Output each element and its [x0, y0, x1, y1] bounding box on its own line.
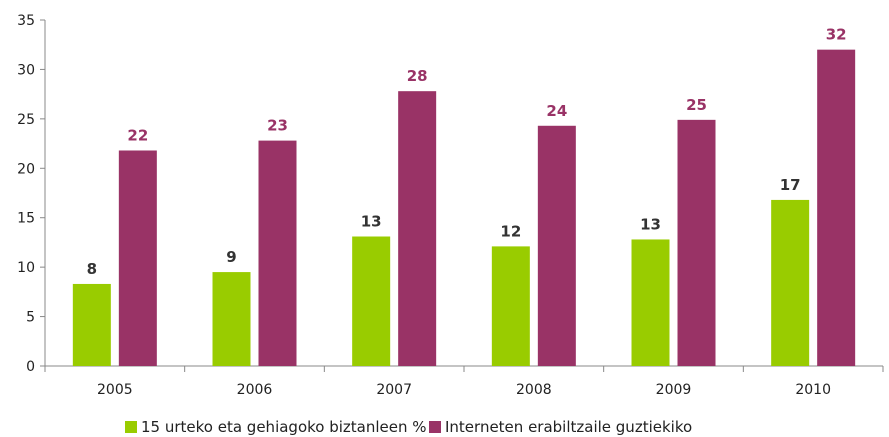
- y-axis: 0 5 10 15 20 25 30 35: [17, 13, 46, 375]
- legend-label-series-1: 15 urteko eta gehiagoko biztanleen %: [141, 418, 427, 436]
- bar-series-1: [631, 239, 670, 366]
- data-labels: 8 22 9 23 13 28 12 24 13 25 17 32: [87, 26, 847, 278]
- bar-series-1: [491, 246, 530, 366]
- data-label-series-1: 12: [500, 222, 521, 240]
- data-label-series-1: 8: [87, 260, 97, 278]
- data-label-series-2: 25: [686, 96, 707, 114]
- bar-series-2: [398, 91, 437, 367]
- x-axis: 2005 2006 2007 2008 2009 2010: [44, 365, 884, 398]
- y-tick-label: 0: [26, 359, 35, 375]
- x-tick-label: 2010: [795, 382, 831, 398]
- y-tick-label: 15: [17, 211, 35, 227]
- y-tick-label: 30: [17, 62, 35, 78]
- y-tick-label: 5: [26, 310, 35, 326]
- legend-label-series-2: Interneten erabiltzaile guztiekiko: [445, 418, 692, 436]
- bar-series-2: [817, 49, 856, 367]
- bars: [72, 49, 856, 367]
- legend: 15 urteko eta gehiagoko biztanleen % Int…: [125, 418, 692, 436]
- y-tick-label: 35: [17, 13, 35, 29]
- data-label-series-2: 22: [127, 126, 148, 144]
- data-label-series-2: 28: [407, 67, 428, 85]
- data-label-series-2: 24: [546, 102, 567, 120]
- bar-series-1: [771, 199, 810, 366]
- y-tick-label: 25: [17, 112, 35, 128]
- bar-series-2: [258, 140, 297, 366]
- data-label-series-1: 13: [361, 212, 382, 230]
- x-tick-label: 2005: [97, 382, 133, 398]
- data-label-series-1: 9: [226, 248, 236, 266]
- data-label-series-1: 13: [640, 215, 661, 233]
- data-label-series-2: 32: [826, 26, 847, 44]
- bar-series-1: [212, 272, 251, 366]
- x-tick-label: 2006: [237, 382, 273, 398]
- data-label-series-1: 17: [780, 176, 801, 194]
- bar-series-2: [537, 125, 576, 366]
- bar-series-2: [677, 119, 716, 367]
- y-tick-label: 20: [17, 161, 35, 177]
- data-label-series-2: 23: [267, 117, 288, 135]
- x-tick-label: 2008: [516, 382, 552, 398]
- bar-series-1: [72, 283, 111, 366]
- legend-swatch-series-2: [429, 421, 441, 433]
- bar-series-1: [352, 236, 391, 366]
- x-tick-label: 2009: [656, 382, 692, 398]
- legend-swatch-series-1: [125, 421, 137, 433]
- bar-series-2: [118, 150, 157, 366]
- x-tick-label: 2007: [376, 382, 412, 398]
- y-tick-label: 10: [17, 260, 35, 276]
